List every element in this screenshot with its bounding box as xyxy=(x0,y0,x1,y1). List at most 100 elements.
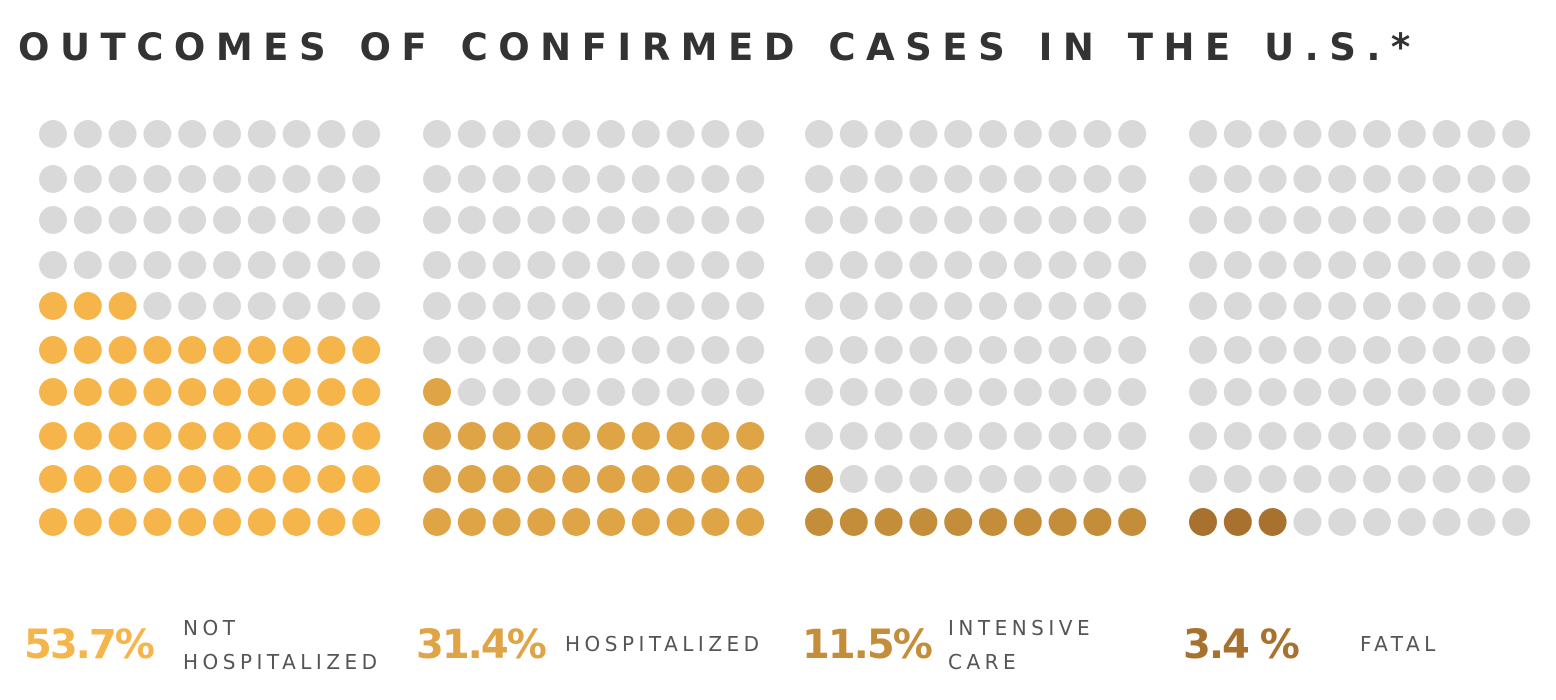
hospitalized-dot-empty xyxy=(701,120,730,148)
fatal-dot-empty xyxy=(1258,251,1287,279)
hospitalized-dot-empty xyxy=(701,165,730,193)
intensive-care-dot-empty xyxy=(1118,120,1147,148)
fatal-dot-empty xyxy=(1223,206,1252,234)
not-hospitalized-dot-empty xyxy=(352,292,381,320)
hospitalized-dot-empty xyxy=(492,165,521,193)
intensive-care-dot-empty xyxy=(1083,206,1112,234)
fatal-dot-empty xyxy=(1363,120,1391,148)
intensive-care-dot-empty xyxy=(1118,165,1147,193)
intensive-care-label-line: INTENSIVE xyxy=(948,616,1095,640)
fatal-dot-empty xyxy=(1328,292,1357,320)
not-hospitalized-dot-empty xyxy=(247,206,276,234)
intensive-care-dot-empty xyxy=(1083,251,1112,279)
intensive-care-dot-empty xyxy=(805,165,833,193)
fatal-dot-empty xyxy=(1432,292,1461,320)
hospitalized-dot-filled xyxy=(631,422,660,450)
not-hospitalized-dot-filled xyxy=(247,378,276,406)
not-hospitalized-dot-filled xyxy=(108,378,137,406)
not-hospitalized-dot-empty xyxy=(178,251,207,279)
not-hospitalized-dot-empty xyxy=(73,120,102,148)
not-hospitalized-dot-empty xyxy=(247,165,276,193)
fatal-dot-filled xyxy=(1258,508,1287,536)
fatal-dot-empty xyxy=(1432,206,1461,234)
not-hospitalized-dot-empty xyxy=(39,120,67,148)
not-hospitalized-dot-filled xyxy=(39,465,67,493)
fatal-dot-empty xyxy=(1502,378,1531,406)
intensive-care-dot-empty xyxy=(805,378,833,406)
fatal-dot-empty xyxy=(1189,165,1217,193)
intensive-care-dot-empty xyxy=(1048,206,1077,234)
hospitalized-dot-empty xyxy=(423,251,451,279)
hospitalized-dot-empty xyxy=(457,120,486,148)
fatal-dot-empty xyxy=(1328,251,1357,279)
fatal-dot-empty xyxy=(1467,251,1496,279)
not-hospitalized-dot-filled xyxy=(317,336,346,364)
intensive-care-dot-empty xyxy=(1013,422,1042,450)
hospitalized-dot-empty xyxy=(423,165,451,193)
not-hospitalized-dot-empty xyxy=(143,120,172,148)
not-hospitalized-dot-empty xyxy=(213,292,241,320)
intensive-care-dot-empty xyxy=(805,251,833,279)
fatal-dot-empty xyxy=(1397,165,1426,193)
intensive-care-dot-empty xyxy=(944,206,973,234)
hospitalized-dot-empty xyxy=(562,120,591,148)
intensive-care-dot-empty xyxy=(909,206,938,234)
fatal-dot-empty xyxy=(1189,120,1217,148)
fatal-dot-empty xyxy=(1293,206,1322,234)
fatal-dot-empty xyxy=(1432,336,1461,364)
hospitalized-dot-empty xyxy=(562,336,591,364)
not-hospitalized-dot-filled xyxy=(73,422,102,450)
hospitalized-dot-empty xyxy=(666,120,695,148)
not-hospitalized-dot-empty xyxy=(317,120,346,148)
fatal-dot-filled xyxy=(1223,508,1252,536)
intensive-care-dot-empty xyxy=(839,378,868,406)
hospitalized-dot-empty xyxy=(527,251,556,279)
intensive-care-dot-empty xyxy=(874,251,903,279)
not-hospitalized-dot-filled xyxy=(39,336,67,364)
not-hospitalized-dot-empty xyxy=(317,206,346,234)
fatal-dot-empty xyxy=(1363,251,1391,279)
fatal-dot-empty xyxy=(1258,206,1287,234)
not-hospitalized-dot-filled xyxy=(73,336,102,364)
not-hospitalized-dot-filled xyxy=(247,422,276,450)
hospitalized-dot-filled xyxy=(492,508,521,536)
not-hospitalized-dot-empty xyxy=(213,165,241,193)
fatal-dot-empty xyxy=(1328,336,1357,364)
not-hospitalized-dot-empty xyxy=(73,251,102,279)
hospitalized-dot-empty xyxy=(597,206,625,234)
not-hospitalized-dot-filled xyxy=(282,422,311,450)
not-hospitalized-dot-filled xyxy=(73,465,102,493)
hospitalized-dot-empty xyxy=(562,251,591,279)
hospitalized-dot-empty xyxy=(457,378,486,406)
hospitalized-dot-empty xyxy=(562,292,591,320)
hospitalized-dot-empty xyxy=(457,165,486,193)
intensive-care-dot-empty xyxy=(979,251,1007,279)
hospitalized-dot-empty xyxy=(631,378,660,406)
hospitalized-dot-empty xyxy=(666,378,695,406)
intensive-care-dot-empty xyxy=(839,465,868,493)
fatal-dot-empty xyxy=(1293,378,1322,406)
fatal-dot-empty xyxy=(1432,378,1461,406)
not-hospitalized-dot-filled xyxy=(178,508,207,536)
hospitalized-dot-empty xyxy=(736,292,765,320)
fatal-dot-empty xyxy=(1328,508,1357,536)
hospitalized-dot-empty xyxy=(736,120,765,148)
hospitalized-dot-empty xyxy=(666,251,695,279)
hospitalized-dot-empty xyxy=(562,206,591,234)
hospitalized-percent: 31.4% xyxy=(416,622,547,668)
hospitalized-dot-filled xyxy=(666,465,695,493)
hospitalized-dot-empty xyxy=(736,165,765,193)
not-hospitalized-dot-empty xyxy=(352,120,381,148)
fatal-dot-empty xyxy=(1397,251,1426,279)
intensive-care-dot-empty xyxy=(874,465,903,493)
intensive-care-dot-empty xyxy=(839,206,868,234)
fatal-dot-empty xyxy=(1223,251,1252,279)
fatal-dot-empty xyxy=(1397,422,1426,450)
hospitalized-dot-filled xyxy=(666,508,695,536)
not-hospitalized-dot-filled xyxy=(282,336,311,364)
not-hospitalized-dot-filled xyxy=(317,508,346,536)
fatal-dot-empty xyxy=(1432,465,1461,493)
not-hospitalized-dot-empty xyxy=(108,165,137,193)
intensive-care-dot-empty xyxy=(944,378,973,406)
not-hospitalized-dot-filled xyxy=(317,465,346,493)
